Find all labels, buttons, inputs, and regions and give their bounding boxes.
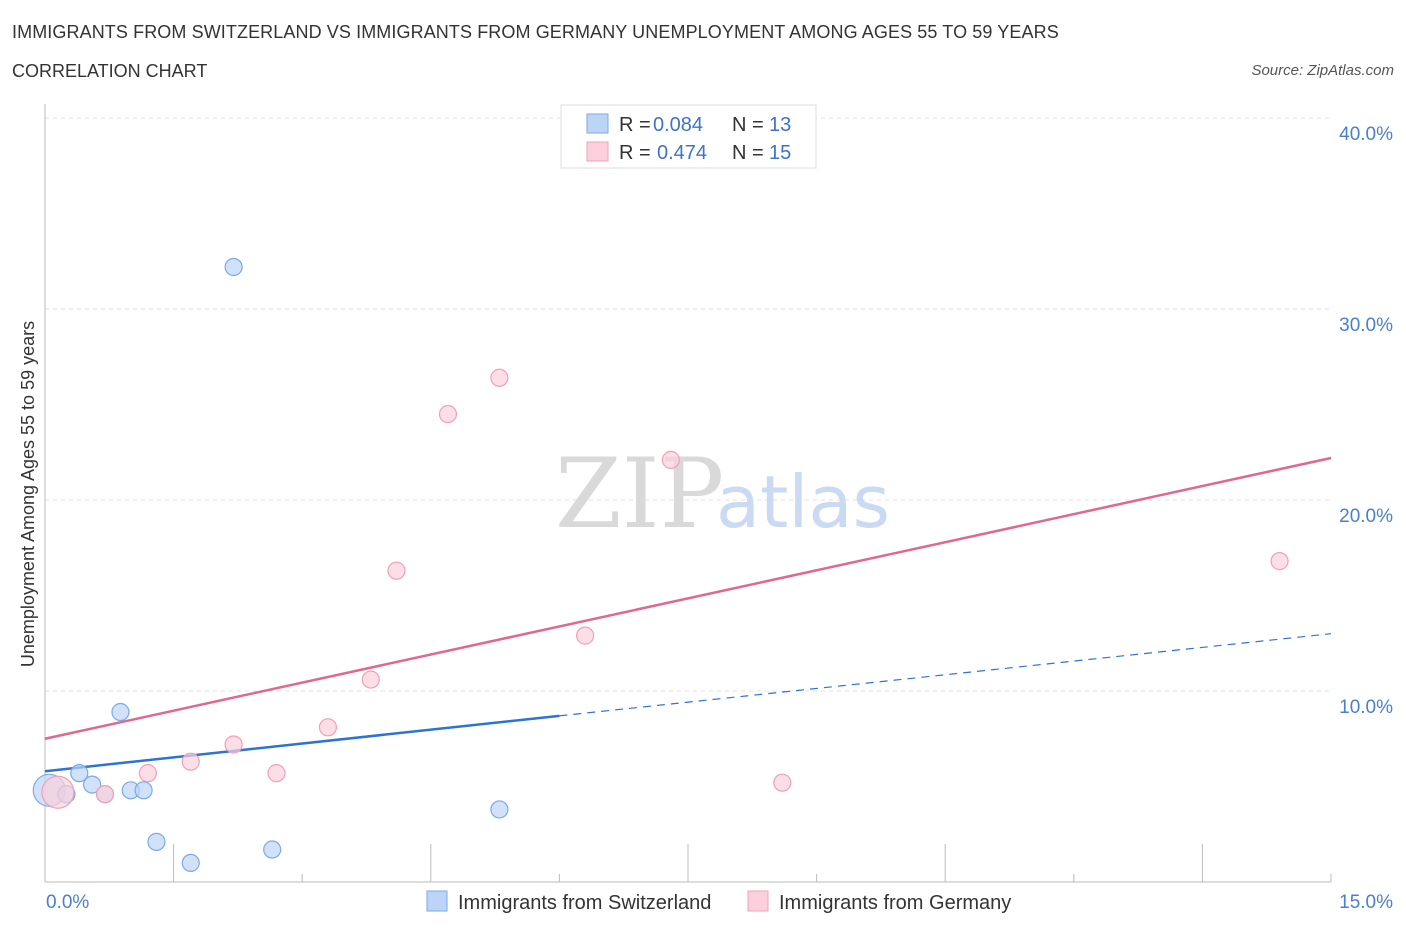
watermark: ZIP atlas — [555, 438, 890, 550]
y-axis-title: Unemployment Among Ages 55 to 59 years — [18, 321, 38, 667]
legend-n-value-germany: 15 — [769, 142, 791, 164]
trend-line-series-1 — [44, 456, 1332, 740]
point-series-0-3 — [83, 775, 102, 794]
point-series-1-5 — [267, 764, 286, 783]
point-series-0-5 — [111, 702, 130, 722]
point-series-0-10 — [224, 257, 243, 277]
trend-line-dashed-series-0 — [559, 633, 1332, 717]
point-series-0-2 — [70, 764, 89, 783]
point-series-0-12 — [490, 800, 509, 819]
bottom-legend-swatch-switzerland — [426, 890, 448, 912]
point-series-1-6 — [318, 718, 338, 737]
point-series-1-11 — [576, 626, 595, 645]
point-series-0-8 — [147, 832, 166, 851]
legend-n-label-2: N = — [732, 142, 764, 164]
legend-r-value-switzerland: 0.084 — [653, 114, 703, 136]
chart-subtitle: CORRELATION CHART — [12, 61, 208, 81]
y-tick-label-30: 30.0% — [1339, 315, 1393, 336]
chart-title: IMMIGRANTS FROM SWITZERLAND VS IMMIGRANT… — [12, 22, 1059, 42]
point-series-0-7 — [134, 781, 153, 800]
legend-swatch-germany — [586, 141, 609, 162]
correlation-legend: R = 0.084 N = 13 R = 0.474 N = 15 — [560, 104, 817, 169]
x-tick-label-min: 0.0% — [46, 892, 89, 913]
x-tick-label-max: 15.0% — [1339, 892, 1393, 913]
legend-n-label-1: N = — [732, 114, 764, 136]
y-tick-label-20: 20.0% — [1339, 506, 1393, 527]
point-series-1-10 — [490, 368, 509, 387]
bottom-legend-label-germany: Immigrants from Germany — [779, 892, 1011, 914]
y-tick-label-40: 40.0% — [1339, 124, 1393, 145]
point-series-1-9 — [438, 404, 458, 424]
point-series-1-14 — [1270, 552, 1289, 571]
point-series-1-2 — [138, 764, 157, 783]
gridlines — [45, 117, 1331, 692]
legend-r-value-germany: 0.474 — [657, 142, 707, 164]
axes — [44, 104, 1332, 883]
legend-swatch-switzerland — [586, 113, 609, 134]
bottom-legend-label-switzerland: Immigrants from Switzerland — [458, 892, 711, 914]
point-series-1-4 — [224, 735, 243, 754]
trend-line-series-0 — [44, 714, 560, 773]
point-series-1-8 — [387, 561, 406, 580]
watermark-atlas: atlas — [716, 460, 890, 544]
data-points — [32, 257, 1289, 873]
point-series-1-3 — [181, 752, 200, 771]
point-series-0-11 — [263, 840, 282, 859]
legend-r-label-1: R = — [619, 114, 651, 136]
bottom-legend-swatch-germany — [747, 890, 769, 912]
tick-labels: 10.0% 20.0% 30.0% 40.0% 0.0% 15.0% — [46, 124, 1393, 913]
legend-r-label-2: R = — [619, 142, 651, 164]
point-series-1-1 — [95, 785, 115, 804]
point-series-1-0 — [41, 775, 75, 809]
y-tick-label-10: 10.0% — [1339, 697, 1393, 718]
point-series-1-12 — [661, 450, 680, 469]
point-series-1-7 — [361, 670, 380, 689]
point-series-0-9 — [181, 853, 200, 873]
watermark-zip: ZIP — [555, 438, 724, 550]
series-legend: Immigrants from Switzerland Immigrants f… — [426, 890, 1011, 914]
legend-n-value-switzerland: 13 — [769, 114, 791, 136]
chart-source: Source: ZipAtlas.com — [1251, 62, 1394, 79]
trend-lines — [44, 456, 1332, 773]
point-series-1-13 — [773, 773, 792, 792]
